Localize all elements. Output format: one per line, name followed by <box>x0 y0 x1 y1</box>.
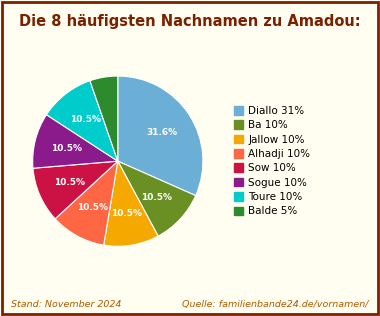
Text: Quelle: familienbande24.de/vornamen/: Quelle: familienbande24.de/vornamen/ <box>182 300 369 309</box>
Text: 10.5%: 10.5% <box>70 115 101 124</box>
Text: 10.5%: 10.5% <box>51 144 82 153</box>
Wedge shape <box>90 76 118 161</box>
Text: 10.5%: 10.5% <box>141 192 172 202</box>
Wedge shape <box>33 161 118 219</box>
Text: 31.6%: 31.6% <box>146 128 177 137</box>
Wedge shape <box>104 161 158 246</box>
Wedge shape <box>46 81 118 161</box>
Legend: Diallo 31%, Ba 10%, Jallow 10%, Alhadji 10%, Sow 10%, Sogue 10%, Toure 10%, Bald: Diallo 31%, Ba 10%, Jallow 10%, Alhadji … <box>234 106 310 216</box>
Text: 10.5%: 10.5% <box>111 209 142 218</box>
Wedge shape <box>118 161 196 236</box>
Text: Die 8 häufigsten Nachnamen zu Amadou:: Die 8 häufigsten Nachnamen zu Amadou: <box>19 14 361 29</box>
Wedge shape <box>33 115 118 168</box>
Text: Stand: November 2024: Stand: November 2024 <box>11 300 122 309</box>
Text: 10.5%: 10.5% <box>77 203 108 212</box>
Wedge shape <box>118 76 203 196</box>
Wedge shape <box>55 161 118 245</box>
Text: 10.5%: 10.5% <box>54 178 85 187</box>
